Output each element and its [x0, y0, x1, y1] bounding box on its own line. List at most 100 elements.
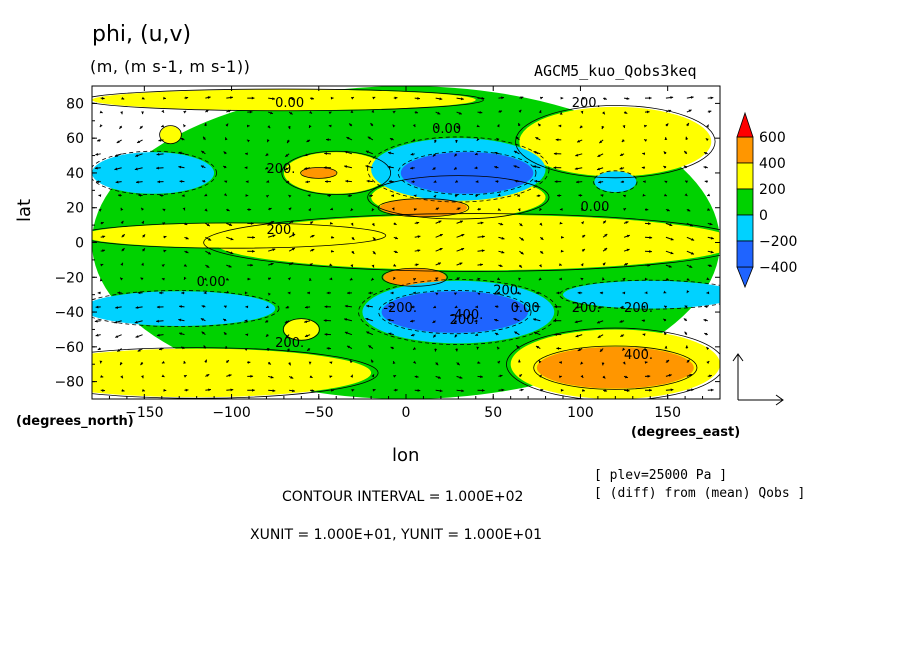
wind-vector — [477, 249, 485, 253]
wind-vector — [287, 125, 291, 130]
wind-vector — [620, 180, 625, 184]
wind-vector — [476, 137, 480, 142]
wind-vector — [98, 194, 102, 198]
wind-vector — [496, 346, 500, 350]
wind-vector — [498, 264, 503, 268]
wind-vector — [159, 291, 164, 295]
wind-vector — [686, 96, 694, 99]
wind-vector — [558, 263, 563, 266]
wind-vector — [686, 208, 691, 212]
wind-vector — [456, 375, 463, 379]
wind-vector — [181, 291, 185, 295]
wind-vector — [268, 234, 276, 238]
wind-vector — [456, 233, 465, 238]
wind-vector — [684, 331, 688, 335]
wind-vector — [326, 138, 332, 142]
wind-vector — [203, 277, 207, 281]
wind-vector — [414, 96, 421, 100]
wind-vector — [393, 236, 399, 240]
wind-vector — [644, 250, 652, 253]
field-region — [379, 199, 468, 217]
wind-vector — [684, 193, 688, 197]
wind-vector — [683, 150, 688, 155]
wind-vector — [161, 374, 165, 378]
contour-line — [515, 105, 716, 179]
x-axis: −150 −100 −50 0 50 100 150 — [108, 86, 704, 421]
wind-vector — [223, 151, 227, 155]
wind-vector — [621, 139, 625, 143]
wind-vector — [350, 208, 354, 212]
wind-vector — [388, 180, 394, 183]
wind-vector — [347, 291, 352, 295]
wind-vector — [537, 123, 541, 127]
wind-vector — [120, 207, 124, 211]
wind-vector — [307, 291, 311, 295]
wind-vector — [707, 96, 714, 100]
wind-vector — [477, 96, 485, 100]
wind-vector — [707, 374, 713, 378]
wind-vector — [366, 304, 373, 308]
colorbar-low-arrow — [736, 266, 754, 289]
run-name: AGCM5_kuo_Qobs3keq — [534, 62, 697, 80]
wind-vector — [622, 361, 626, 365]
contour-line — [281, 150, 392, 196]
wind-vector — [205, 222, 211, 227]
wind-vector — [642, 180, 646, 184]
wind-vector — [663, 305, 668, 309]
x-tick-label: 150 — [654, 405, 681, 421]
wind-vector — [366, 331, 374, 336]
wind-vector — [581, 234, 586, 238]
y-tick-label: 80 — [66, 96, 84, 112]
wind-vector — [247, 388, 255, 392]
contour-label: 0.00 — [275, 96, 304, 111]
wind-vector — [289, 389, 296, 393]
wind-vector — [245, 305, 249, 309]
wind-vector — [309, 375, 313, 379]
wind-vector — [574, 320, 583, 324]
wind-vector — [601, 125, 605, 130]
wind-vector — [704, 305, 708, 309]
wind-vector — [539, 207, 543, 212]
wind-vector — [554, 305, 562, 309]
wind-vector — [268, 220, 275, 224]
wind-vector — [226, 250, 234, 255]
wind-vector — [344, 150, 353, 155]
wind-vector — [686, 250, 695, 255]
wind-vector — [596, 167, 604, 171]
wind-vector — [328, 111, 332, 115]
wind-vector — [642, 152, 646, 156]
wind-vector — [100, 221, 104, 225]
wind-vector — [665, 123, 669, 127]
colorbar-label: 400 — [759, 156, 786, 172]
y-tick-label: 40 — [66, 166, 84, 182]
wind-vector — [663, 318, 667, 322]
wind-vector — [225, 277, 230, 281]
wind-vector — [602, 247, 608, 252]
wind-vector — [307, 194, 311, 198]
wind-vector — [560, 249, 564, 253]
wind-vector — [665, 374, 672, 377]
wind-vector — [344, 304, 352, 308]
wind-vector — [387, 165, 394, 169]
wind-vector — [114, 153, 122, 157]
wind-vector — [114, 167, 122, 171]
wind-vector — [181, 194, 185, 197]
wind-vector — [619, 166, 625, 170]
wind-vector — [704, 332, 708, 336]
wind-vector — [476, 124, 480, 128]
wind-vector — [326, 291, 331, 295]
wind-vector — [224, 345, 228, 349]
wind-vector — [539, 250, 544, 255]
wind-vector — [288, 194, 292, 198]
wind-vector — [474, 166, 478, 170]
wind-vector — [389, 137, 394, 141]
wind-vector — [326, 346, 332, 350]
wind-vector — [324, 180, 331, 184]
wind-vector — [119, 125, 123, 130]
wind-vector — [244, 319, 248, 323]
wind-vector — [163, 249, 167, 253]
wind-vector — [244, 166, 248, 170]
wind-vector — [599, 348, 604, 353]
wind-vector — [644, 236, 653, 240]
wind-vector — [456, 111, 462, 115]
